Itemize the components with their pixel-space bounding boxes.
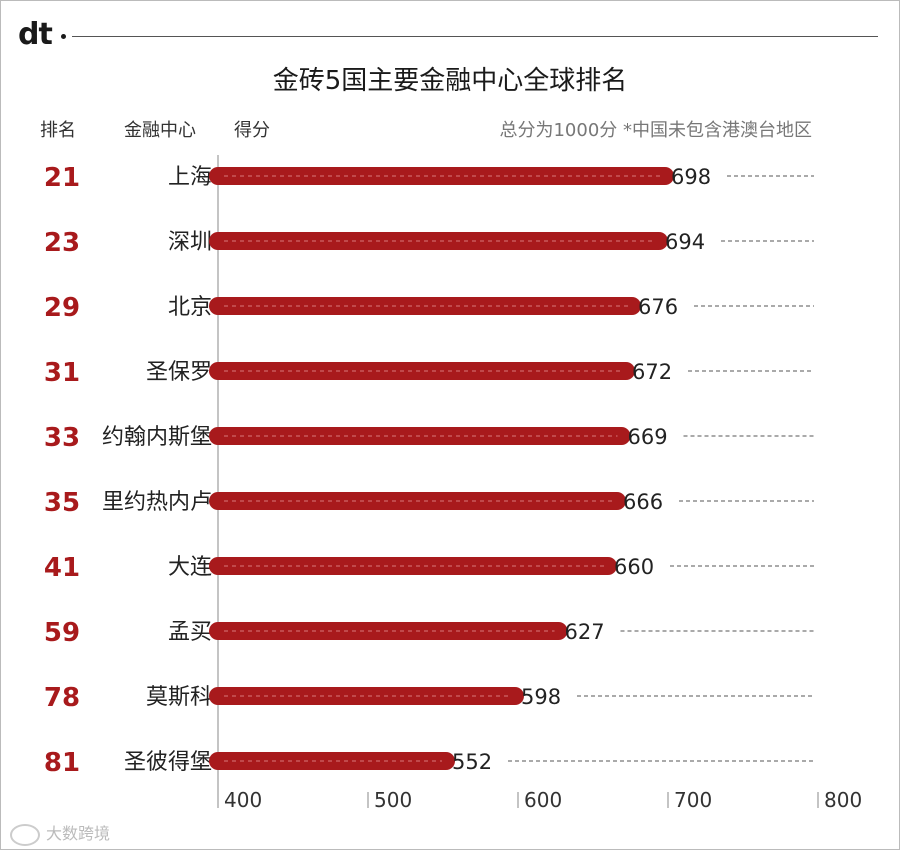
x-tick-label: 700 — [674, 788, 712, 812]
x-tick-label: 400 — [224, 788, 262, 812]
data-label: 698 — [671, 165, 711, 189]
rank-column-header: 排名 — [40, 120, 76, 141]
header-rule — [72, 36, 878, 37]
rank-label: 23 — [44, 228, 80, 258]
data-label: 672 — [632, 360, 672, 384]
logo-dot-icon — [61, 34, 66, 39]
watermark: 大数跨境 — [10, 820, 110, 846]
rank-label: 35 — [44, 488, 80, 518]
data-label: 627 — [565, 620, 605, 644]
data-label: 552 — [452, 750, 492, 774]
data-label: 676 — [638, 295, 678, 319]
category-label: 大连 — [168, 555, 212, 580]
category-label: 圣彼得堡 — [124, 750, 212, 775]
category-label: 上海 — [168, 165, 212, 190]
category-label: 约翰内斯堡 — [102, 425, 212, 450]
x-tick-label: 500 — [374, 788, 412, 812]
category-label: 深圳 — [168, 230, 212, 255]
score-note: 总分为1000分 *中国未包含港澳台地区 — [499, 120, 812, 141]
rank-label: 41 — [44, 553, 80, 583]
rank-label: 21 — [44, 163, 80, 193]
chart-title: 金砖5国主要金融中心全球排名 — [272, 66, 628, 96]
data-label: 660 — [614, 555, 654, 579]
rank-label: 31 — [44, 358, 80, 388]
rank-label: 33 — [44, 423, 80, 453]
category-label: 孟买 — [168, 620, 212, 645]
watermark-logo-icon — [10, 823, 40, 846]
center-column-header: 金融中心 — [124, 120, 196, 141]
category-label: 圣保罗 — [146, 360, 212, 385]
rank-label: 81 — [44, 748, 80, 778]
rank-label: 78 — [44, 683, 80, 713]
watermark-text: 大数跨境 — [46, 824, 111, 843]
category-label: 莫斯科 — [146, 685, 212, 710]
data-label: 669 — [628, 425, 668, 449]
category-label: 里约热内卢 — [102, 490, 212, 515]
rank-label: 29 — [44, 293, 80, 323]
category-label: 北京 — [168, 295, 212, 320]
rank-label: 59 — [44, 618, 80, 648]
data-label: 694 — [665, 230, 705, 254]
x-tick-label: 600 — [524, 788, 562, 812]
x-tick-label: 800 — [824, 788, 862, 812]
data-label: 666 — [623, 490, 663, 514]
data-label: 598 — [521, 685, 561, 709]
brand-logo: dt — [18, 17, 53, 52]
score-column-header: 得分 — [234, 120, 270, 141]
